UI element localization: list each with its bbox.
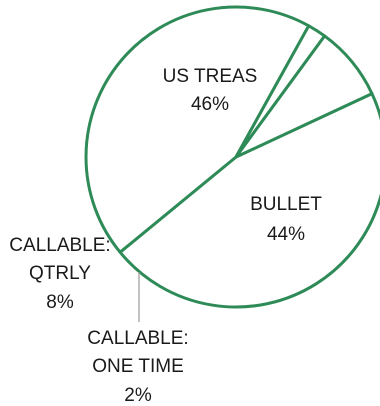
- pie-slice-callable-qtrly: [234, 34, 374, 159]
- slice-value-us-treas: 46%: [191, 94, 229, 115]
- pie-slices: [84, 5, 380, 309]
- pie-slice-bullet: [84, 5, 311, 254]
- slice-value-bullet: 44%: [267, 224, 305, 245]
- slice-label-callable-qtrly-line2: QTRLY: [29, 263, 91, 284]
- slice-label-callable-one-time-line1: CALLABLE:: [87, 328, 188, 349]
- pie-slice-us-treas: [118, 92, 380, 309]
- slice-label-us-treas: US TREAS: [163, 66, 258, 87]
- slice-value-callable-one-time: 2%: [124, 385, 152, 406]
- slice-value-callable-qtrly: 8%: [46, 292, 74, 313]
- slice-label-callable-one-time-line2: ONE TIME: [92, 356, 184, 377]
- slice-label-callable-qtrly-line1: CALLABLE:: [9, 235, 110, 256]
- slice-label-bullet: BULLET: [250, 194, 322, 215]
